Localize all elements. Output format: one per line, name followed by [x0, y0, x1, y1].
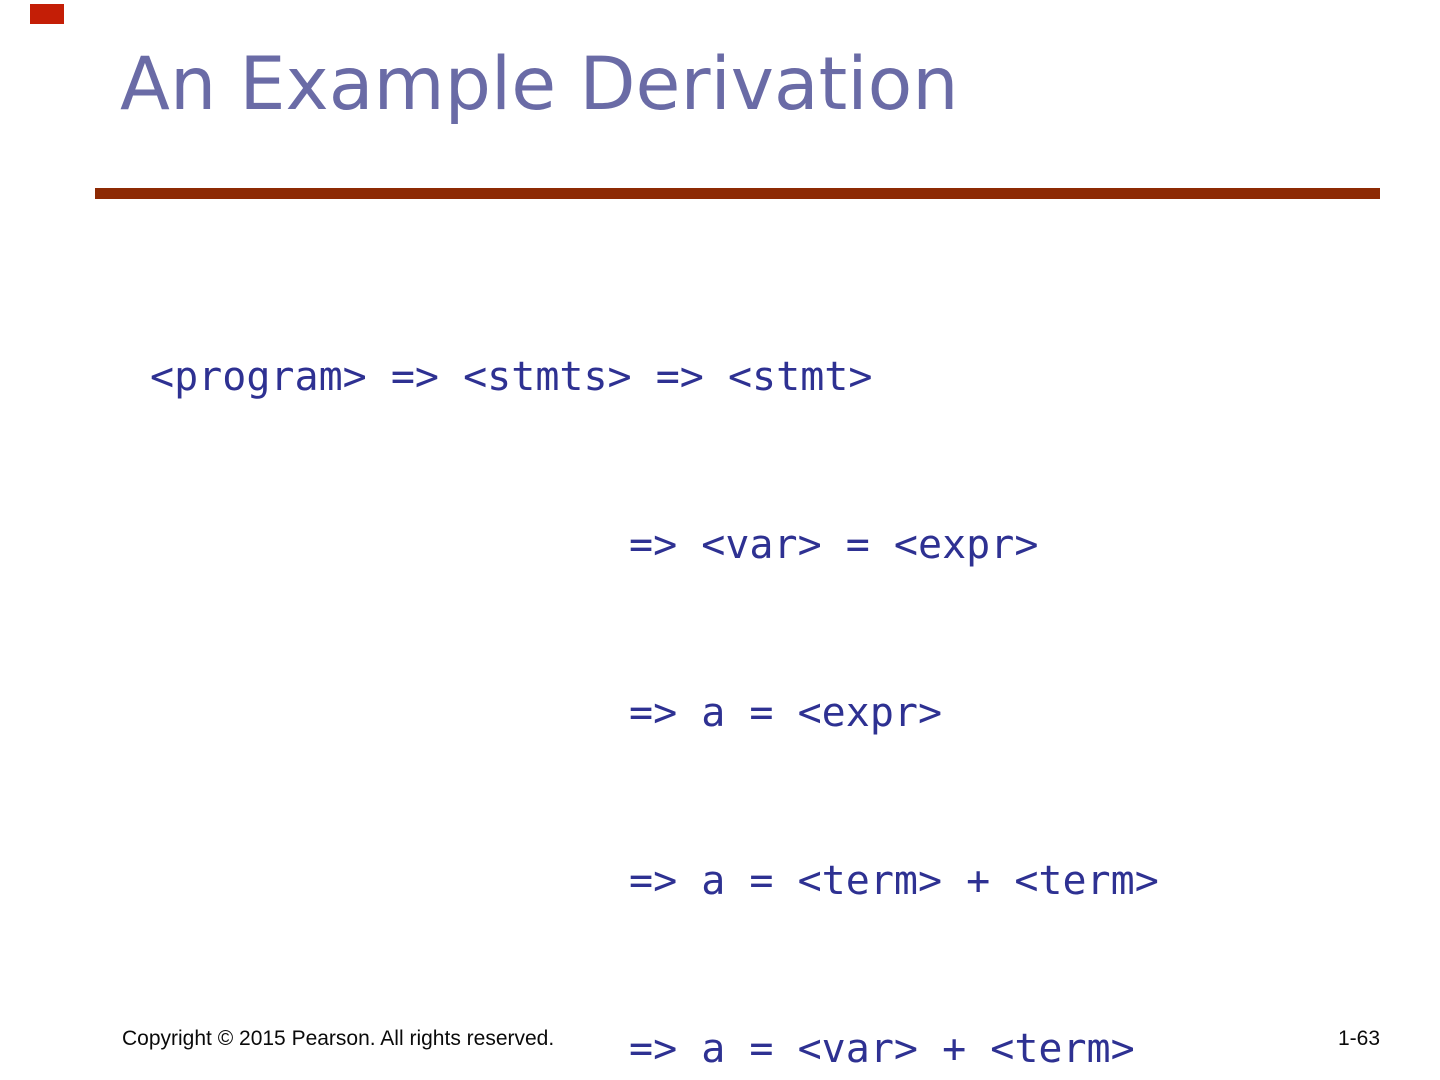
derivation-line: => a = <term> + <term>	[629, 858, 1159, 904]
derivation-line: => a = <var> + <term>	[629, 1026, 1135, 1072]
title-rule	[95, 188, 1380, 199]
derivation-block: <program> => <stmts> => <stmt> => <var> …	[150, 237, 1159, 1080]
derivation-line: <program> => <stmts> => <stmt>	[150, 354, 873, 400]
corner-accent	[30, 4, 64, 24]
derivation-line: => a = <expr>	[629, 690, 943, 736]
page-title: An Example Derivation	[120, 42, 959, 127]
footer-copyright: Copyright © 2015 Pearson. All rights res…	[122, 1027, 555, 1050]
derivation-line: => <var> = <expr>	[629, 522, 1039, 568]
footer-page-number: 1-63	[1337, 1027, 1380, 1050]
